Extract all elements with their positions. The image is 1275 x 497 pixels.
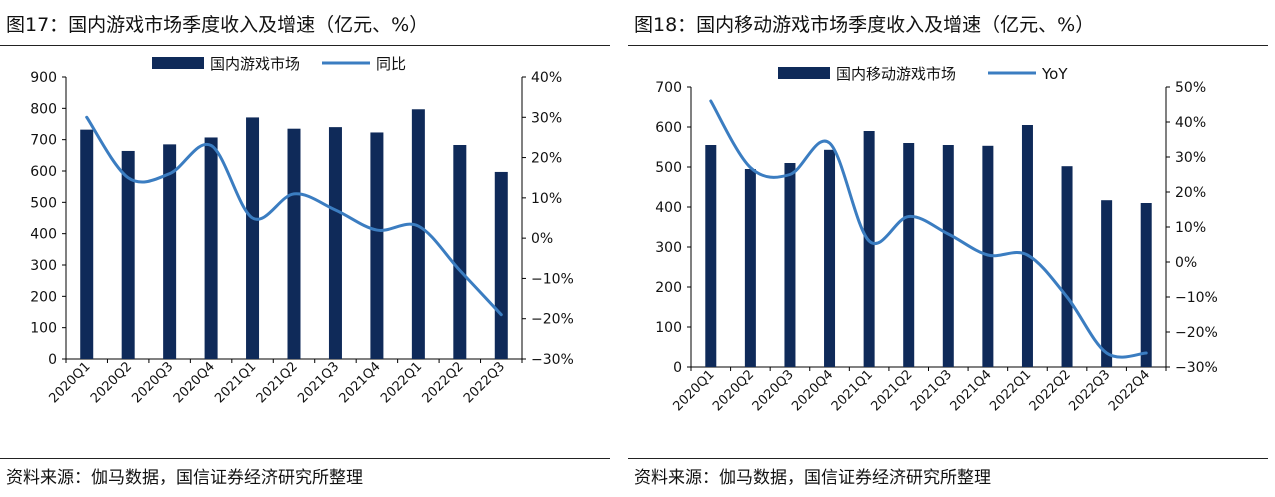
y-left-tick-label: 700 [30,133,57,149]
y-right-tick-label: 0% [1175,255,1197,271]
y-left-tick-label: 100 [655,320,682,336]
y-left-tick-label: 700 [655,80,682,96]
x-tick-label: 2020Q4 [789,367,836,414]
x-tick-label: 2022Q4 [1106,367,1153,414]
chart-panel-left: 图17：国内游戏市场季度收入及增速（亿元、%） 0 100 200 300 400 500… [0,0,610,497]
bar [204,137,218,359]
combo-chart-game-market: 0 100 200 300 400 500 600 700 800 900 −30% −20% −10%… [30,55,574,406]
y-right-tick-label: 10% [531,191,562,207]
x-tick-label: 2021Q1 [829,367,876,414]
x-tick-label: 2022Q2 [1027,367,1074,414]
bar [942,145,954,367]
x-tick-label: 2022Q3 [461,359,508,406]
source-divider [0,458,610,459]
y-left-tick-label: 800 [30,101,57,117]
source-divider [628,458,1268,459]
y-right-tick-label: −10% [1175,290,1218,306]
legend-label-line: 同比 [376,55,406,73]
y-right-tick-label: −20% [1175,325,1218,341]
bar [1061,166,1073,367]
y-left-tick-label: 0 [673,360,682,376]
bar [1101,200,1113,367]
y-right-tick-label: 30% [1175,150,1206,166]
bar [370,132,384,359]
legend-label-bar: 国内游戏市场 [210,55,300,73]
x-tick-label: 2020Q3 [750,367,797,414]
bar [1021,125,1033,367]
bar [163,144,177,359]
title-divider [628,45,1268,46]
bar [784,163,796,367]
x-tick-label: 2021Q4 [337,359,384,406]
bar [705,145,717,367]
y-left-tick-label: 0 [48,352,57,368]
x-tick-label: 2020Q2 [88,359,135,406]
y-left-tick-label: 900 [30,70,57,86]
y-left-tick-label: 200 [30,289,57,305]
x-tick-label: 2022Q3 [1066,367,1113,414]
legend-label-line: YoY [1041,65,1068,83]
bar [287,128,301,359]
y-left-tick-label: 300 [655,240,682,256]
y-left-tick-label: 400 [30,227,57,243]
y-left-tick-label: 100 [30,321,57,337]
bar [744,169,756,367]
x-tick-label: 2021Q1 [212,359,259,406]
y-left-tick-label: 500 [30,195,57,211]
y-right-tick-label: −20% [531,312,574,328]
x-tick-label: 2021Q3 [295,359,342,406]
y-left-tick-label: 600 [655,120,682,136]
y-right-tick-label: 30% [531,110,562,126]
legend-swatch-bar [152,57,204,69]
bar [328,127,342,359]
x-tick-label: 2021Q2 [254,359,301,406]
series-line [709,99,1148,359]
y-right-tick-label: −30% [1175,360,1218,376]
x-tick-label: 2022Q1 [378,359,425,406]
bar [80,129,94,359]
source-note: 资料来源：伽马数据，国信证券经济研究所整理 [6,468,363,488]
y-left-tick-label: 300 [30,258,57,274]
figure-title: 图18：国内移动游戏市场季度收入及增速（亿元、%） [634,14,1095,36]
legend-label-bar: 国内移动游戏市场 [836,65,956,83]
y-right-tick-label: 20% [531,151,562,167]
x-tick-label: 2021Q4 [948,367,995,414]
y-right-tick-label: −10% [531,271,574,287]
y-right-tick-label: 40% [531,70,562,86]
y-right-tick-label: 20% [1175,185,1206,201]
x-tick-label: 2020Q3 [129,359,176,406]
bar [824,149,836,367]
y-right-tick-label: 50% [1175,80,1206,96]
bar [903,143,915,367]
combo-chart-mobile-game-market: 0 100 200 300 400 500 600 700 −30% −20% −10% 0% 10% 2… [655,65,1218,414]
y-left-tick-label: 200 [655,280,682,296]
chart-panel-right: 图18：国内移动游戏市场季度收入及增速（亿元、%） 0 100 200 300 400 5… [628,0,1268,497]
source-note: 资料来源：伽马数据，国信证券经济研究所整理 [634,468,991,488]
y-left-tick-label: 500 [655,160,682,176]
y-right-tick-label: 40% [1175,115,1206,131]
bar [1140,203,1152,367]
y-right-tick-label: 10% [1175,220,1206,236]
bar [453,144,467,359]
y-right-tick-label: −30% [531,352,574,368]
y-left-tick-label: 400 [655,200,682,216]
bar [411,109,425,359]
bar [863,131,875,367]
legend-swatch-bar [778,67,830,79]
title-divider [0,45,610,46]
x-tick-label: 2021Q3 [908,367,955,414]
bar [121,150,135,359]
figure-title: 图17：国内游戏市场季度收入及增速（亿元、%） [6,14,429,36]
x-tick-label: 2020Q4 [171,359,218,406]
y-left-tick-label: 600 [30,164,57,180]
y-right-tick-label: 0% [531,231,553,247]
bar [246,117,260,359]
bar [494,171,508,359]
x-tick-label: 2022Q1 [987,367,1034,414]
x-tick-label: 2020Q2 [710,367,757,414]
series-line [85,115,503,317]
x-tick-label: 2022Q2 [420,359,467,406]
x-tick-label: 2021Q2 [868,367,915,414]
